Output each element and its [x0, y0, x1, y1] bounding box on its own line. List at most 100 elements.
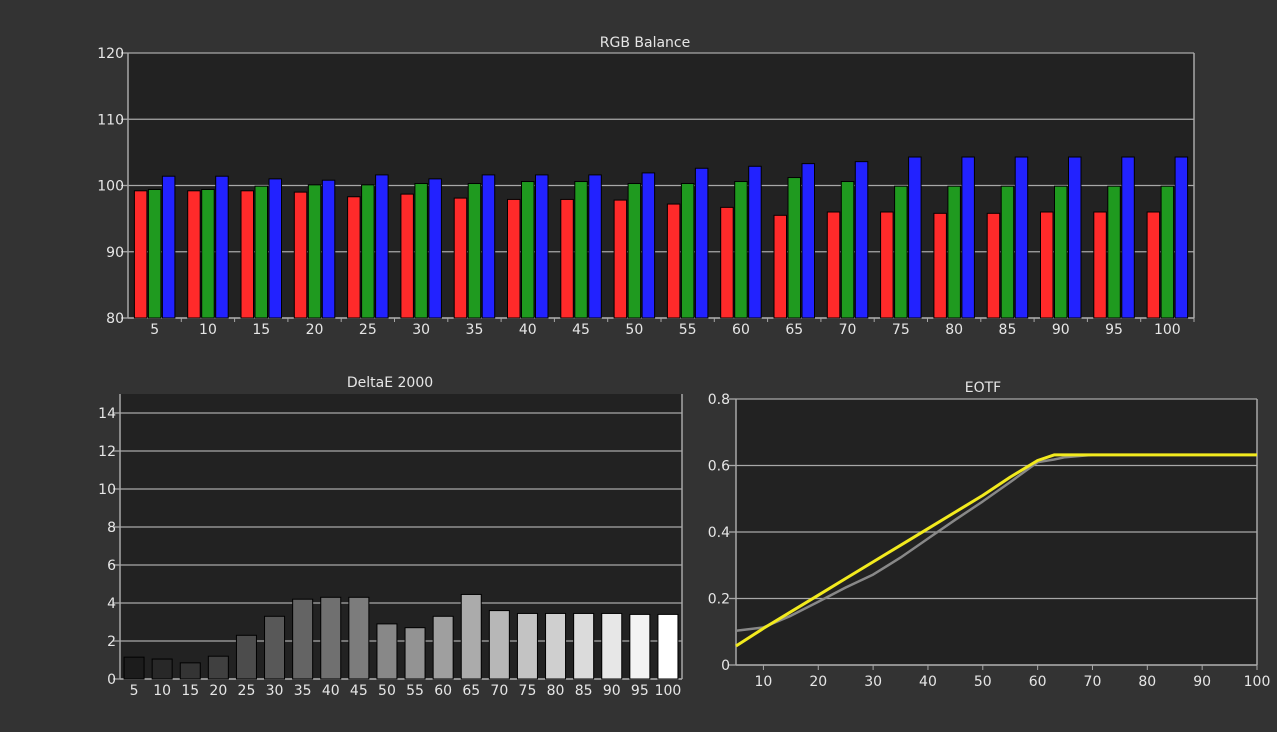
- rgb-bar-green: [787, 177, 801, 319]
- rgb-x-tick-label: 15: [252, 322, 270, 338]
- deltae-x-tick-label: 10: [153, 683, 171, 699]
- rgb-bar-red: [826, 211, 841, 319]
- rgb-y-tick-label: 110: [97, 112, 124, 128]
- deltae-bar: [264, 615, 286, 680]
- eotf-x-tick-label: 60: [1029, 674, 1047, 690]
- rgb-x-tick-label: 65: [785, 322, 803, 338]
- rgb-bar-green: [1160, 185, 1175, 319]
- deltae-bar: [432, 615, 454, 680]
- eotf-y-tick-label: 0.8: [708, 392, 730, 408]
- deltae-bar: [179, 662, 201, 680]
- rgb-bar-blue: [428, 178, 442, 319]
- rgb-bar-green: [521, 181, 535, 319]
- rgb-bar-blue: [854, 161, 869, 319]
- deltae-y-tick-label: 12: [98, 444, 116, 460]
- rgb-bar-green: [414, 183, 428, 319]
- rgb-bar-blue: [161, 175, 176, 319]
- rgb-bar-blue: [1014, 156, 1029, 319]
- rgb-x-tick-label: 55: [679, 322, 697, 338]
- eotf-x-tick-label: 20: [809, 674, 827, 690]
- eotf-x-tick-label: 100: [1244, 674, 1271, 690]
- rgb-bar-green: [201, 188, 215, 319]
- eotf-x-tick-label: 30: [864, 674, 882, 690]
- rgb-bar-green: [147, 188, 162, 319]
- rgb-y-tick-label: 100: [97, 179, 124, 195]
- rgb-x-tick-label: 85: [999, 322, 1017, 338]
- deltae-bar: [516, 612, 538, 680]
- rgb-bar-blue: [481, 174, 496, 319]
- eotf-y-tick-label: 0.6: [708, 459, 730, 475]
- deltae-bar: [123, 656, 145, 680]
- rgb-bar-green: [627, 183, 642, 319]
- deltae-y-tick-label: 6: [107, 558, 116, 574]
- rgb-bar-green: [947, 185, 961, 319]
- deltae-bar: [601, 612, 623, 680]
- eotf-x-tick-label: 90: [1193, 674, 1211, 690]
- deltae-x-tick-label: 60: [434, 683, 452, 699]
- rgb-bar-blue: [1174, 156, 1189, 319]
- rgb-bar-green: [467, 183, 482, 319]
- deltae-x-tick-label: 35: [294, 683, 312, 699]
- rgb-x-tick-label: 40: [519, 322, 537, 338]
- deltae-x-tick-label: 75: [519, 683, 537, 699]
- rgb-x-tick-label: 50: [625, 322, 643, 338]
- rgb-bar-blue: [268, 178, 282, 319]
- eotf-x-tick-label: 50: [974, 674, 992, 690]
- rgb-x-tick-label: 75: [892, 322, 910, 338]
- rgb-x-tick-label: 90: [1052, 322, 1070, 338]
- eotf-title: EOTF: [965, 380, 1001, 396]
- rgb-x-tick-label: 80: [945, 322, 963, 338]
- rgb-y-tick-label: 80: [106, 311, 124, 327]
- rgb-bar-blue: [215, 175, 229, 319]
- deltae-bar: [151, 658, 173, 680]
- rgb-x-tick-label: 45: [572, 322, 590, 338]
- rgb-bar-blue: [801, 163, 815, 319]
- deltae-y-tick-label: 4: [107, 596, 116, 612]
- rgb-x-tick-label: 95: [1105, 322, 1123, 338]
- deltae-bar: [320, 596, 342, 680]
- deltae-x-tick-label: 30: [266, 683, 284, 699]
- rgb-bar-blue: [694, 167, 709, 319]
- rgb-bar-red: [133, 190, 148, 319]
- deltae-bar: [376, 623, 398, 680]
- deltae-y-tick-label: 10: [98, 482, 116, 498]
- eotf-x-tick-label: 80: [1138, 674, 1156, 690]
- rgb-bar-blue: [1121, 156, 1135, 319]
- rgb-bar-blue: [535, 174, 549, 319]
- rgb-x-tick-label: 60: [732, 322, 750, 338]
- deltae-bar: [629, 613, 651, 680]
- rgb-bar-green: [361, 184, 375, 319]
- eotf-y-tick-label: 0.2: [708, 592, 730, 608]
- deltae-x-tick-label: 5: [130, 683, 139, 699]
- rgb-y-tick-label: 120: [97, 46, 124, 62]
- rgb-bar-red: [1040, 211, 1054, 319]
- rgb-bar-red: [560, 198, 574, 319]
- rgb-bar-red: [933, 212, 947, 319]
- rgb-bar-red: [240, 190, 254, 319]
- rgb-bar-green: [574, 181, 588, 319]
- rgb-bar-blue: [1068, 156, 1082, 319]
- deltae-bar: [404, 627, 426, 680]
- rgb-bar-blue: [641, 172, 656, 319]
- rgb-bar-red: [347, 196, 361, 319]
- deltae-bar: [292, 598, 314, 680]
- rgb-bar-red: [986, 212, 1001, 319]
- rgb-x-tick-label: 20: [306, 322, 324, 338]
- deltae-bar: [657, 613, 679, 680]
- deltae-x-tick-label: 100: [655, 683, 682, 699]
- rgb-bar-green: [254, 185, 268, 319]
- deltae-y-tick-label: 14: [98, 406, 116, 422]
- deltae-bar: [207, 655, 229, 680]
- deltae-y-tick-label: 2: [107, 634, 116, 650]
- rgb-bar-green: [307, 184, 322, 319]
- rgb-bar-green: [1000, 185, 1015, 319]
- rgb-bar-blue: [375, 174, 389, 319]
- deltae-x-tick-label: 55: [406, 683, 424, 699]
- rgb-bar-red: [666, 203, 681, 319]
- rgb-bar-red: [507, 198, 521, 319]
- rgb-balance-title: RGB Balance: [600, 35, 690, 51]
- rgb-bar-green: [1054, 185, 1068, 319]
